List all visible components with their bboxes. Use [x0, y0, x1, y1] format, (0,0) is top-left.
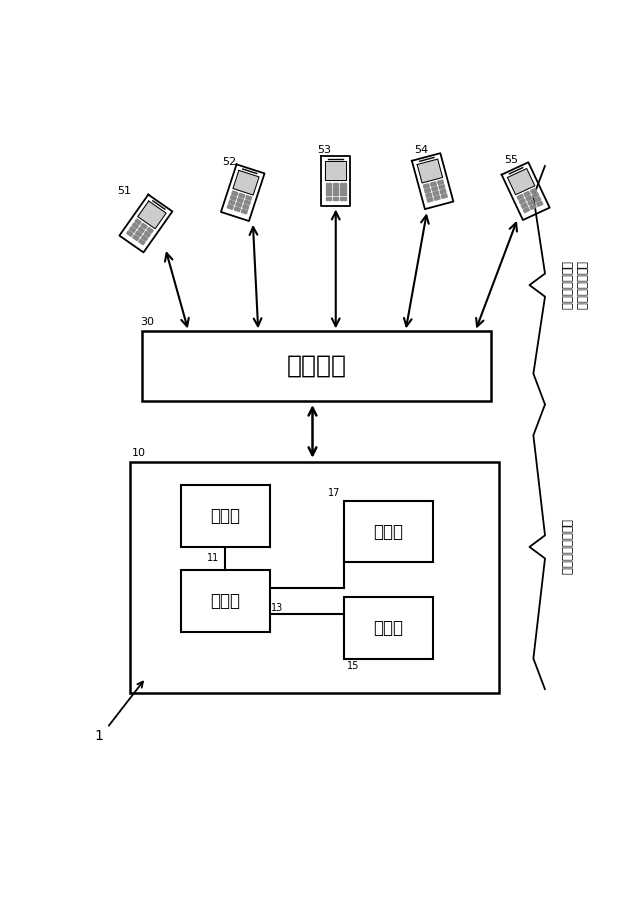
Bar [344, 597, 433, 659]
Polygon shape [232, 191, 238, 196]
Polygon shape [532, 193, 539, 198]
Polygon shape [526, 195, 532, 201]
Bar [180, 570, 270, 632]
Polygon shape [534, 197, 541, 202]
Polygon shape [239, 194, 245, 198]
Polygon shape [431, 182, 436, 186]
Text: 通信キャリアの
ネットワーク網: 通信キャリアの ネットワーク網 [559, 261, 587, 310]
Polygon shape [340, 193, 346, 195]
Text: 1: 1 [95, 729, 104, 742]
Polygon shape [536, 202, 543, 206]
Polygon shape [502, 162, 550, 220]
Polygon shape [221, 165, 264, 221]
Polygon shape [439, 184, 445, 189]
Polygon shape [340, 187, 346, 191]
Polygon shape [333, 193, 339, 195]
Polygon shape [326, 193, 331, 195]
Polygon shape [141, 235, 148, 241]
Polygon shape [132, 235, 139, 240]
Polygon shape [432, 186, 438, 191]
Polygon shape [227, 204, 234, 210]
Bar [142, 331, 491, 400]
Text: 制御部: 制御部 [211, 592, 240, 610]
Polygon shape [524, 192, 530, 196]
Polygon shape [241, 209, 248, 214]
Text: 30: 30 [140, 318, 154, 328]
Polygon shape [427, 198, 433, 202]
Polygon shape [230, 195, 236, 201]
Polygon shape [521, 203, 527, 208]
Polygon shape [129, 227, 136, 232]
Text: 51: 51 [117, 186, 131, 196]
Polygon shape [244, 200, 250, 205]
Text: 入力部: 入力部 [373, 619, 403, 637]
Polygon shape [135, 219, 141, 225]
Polygon shape [147, 228, 153, 233]
Polygon shape [325, 161, 346, 180]
Polygon shape [340, 197, 346, 200]
Polygon shape [340, 183, 346, 186]
Text: 通信部: 通信部 [211, 507, 240, 525]
Polygon shape [246, 195, 252, 201]
Polygon shape [519, 199, 525, 204]
Polygon shape [136, 231, 141, 237]
Polygon shape [433, 191, 439, 195]
Polygon shape [326, 183, 331, 186]
Polygon shape [237, 198, 243, 202]
Polygon shape [530, 204, 536, 210]
Polygon shape [524, 207, 529, 212]
Text: 55: 55 [505, 156, 518, 166]
Polygon shape [531, 188, 537, 194]
Polygon shape [528, 200, 534, 205]
Polygon shape [333, 187, 339, 191]
Polygon shape [228, 200, 235, 205]
Polygon shape [243, 204, 249, 210]
Polygon shape [236, 202, 242, 207]
Bar [180, 485, 270, 547]
Polygon shape [139, 239, 145, 245]
Polygon shape [138, 201, 166, 229]
Bar [131, 463, 499, 693]
Polygon shape [423, 184, 429, 188]
Text: サーバー: サーバー [286, 354, 346, 378]
Polygon shape [127, 230, 133, 237]
Polygon shape [438, 180, 444, 184]
Polygon shape [517, 194, 524, 200]
Text: 17: 17 [328, 489, 340, 499]
Polygon shape [412, 153, 453, 209]
Text: 53: 53 [317, 145, 331, 156]
Text: 13: 13 [271, 603, 284, 613]
Polygon shape [326, 187, 331, 191]
Text: 10: 10 [132, 448, 146, 458]
Polygon shape [234, 207, 241, 211]
Polygon shape [326, 197, 331, 200]
Polygon shape [141, 223, 147, 229]
Polygon shape [138, 227, 145, 233]
Polygon shape [333, 183, 339, 186]
Polygon shape [424, 188, 431, 193]
Text: インターネット網: インターネット網 [559, 519, 572, 575]
Text: 15: 15 [348, 661, 360, 670]
Polygon shape [321, 156, 351, 206]
Polygon shape [442, 194, 447, 198]
Text: 11: 11 [207, 554, 219, 563]
Polygon shape [508, 168, 535, 194]
Polygon shape [440, 189, 446, 194]
Polygon shape [426, 193, 432, 197]
Text: 52: 52 [221, 157, 236, 166]
Polygon shape [333, 197, 339, 200]
Polygon shape [132, 223, 138, 229]
Polygon shape [434, 195, 440, 200]
Polygon shape [144, 231, 150, 237]
Text: 出力部: 出力部 [373, 523, 403, 541]
Polygon shape [417, 159, 443, 183]
Polygon shape [233, 170, 259, 195]
Bar [344, 500, 433, 562]
Polygon shape [120, 194, 172, 252]
Text: 54: 54 [414, 145, 428, 156]
